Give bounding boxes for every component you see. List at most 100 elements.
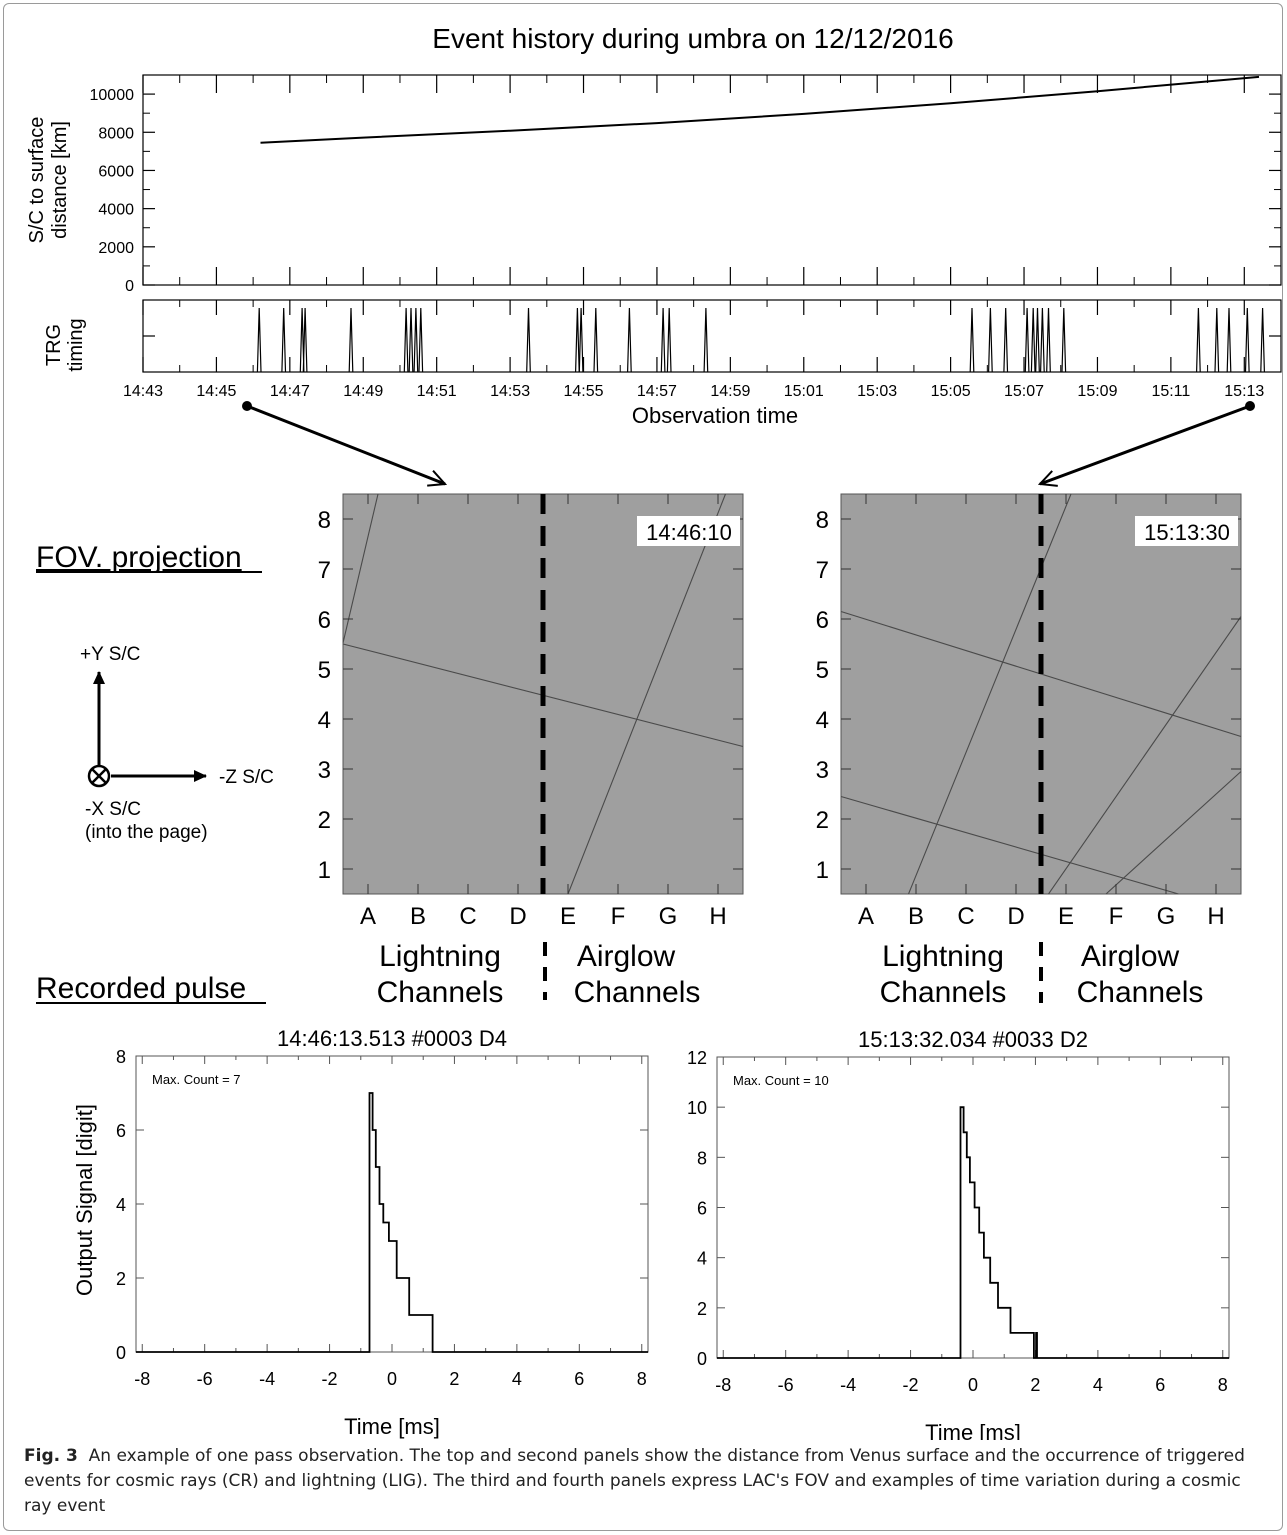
fov-left-panel: 1 2 3 4 5 6 7 8 A B C D E F G H 14:46:10 xyxy=(318,493,744,930)
fov-col-label: E xyxy=(560,903,576,930)
connector-arrows xyxy=(242,401,1255,484)
fov-row-label: 2 xyxy=(816,807,829,834)
fov-timestamp: 15:13:30 xyxy=(1144,520,1230,545)
trg-xtick-label: 15:09 xyxy=(1077,383,1117,400)
fov-projected-grid-line xyxy=(1105,771,1242,895)
pulse-ytick-label: 10 xyxy=(687,1098,707,1118)
right-airglow-line2: Channels xyxy=(1077,976,1204,1009)
fov-col-label: C xyxy=(459,903,476,930)
trg-event-spike xyxy=(281,307,287,373)
fov-col-label: F xyxy=(611,903,626,930)
fov-col-label: C xyxy=(957,903,974,930)
trg-event-spike xyxy=(1003,307,1009,373)
trg-xtick-label: 15:01 xyxy=(784,383,824,400)
trg-event-spike xyxy=(302,307,308,373)
distance-ylabel-line1: S/C to surface xyxy=(26,117,48,244)
pulse-xtick-label: -8 xyxy=(715,1375,731,1395)
trg-panel: TRG timing 14:43 14:45 14:47 14:49 14:51 14:5… xyxy=(43,299,1282,428)
pulse-xlabel: Time [ms] xyxy=(925,1420,1021,1440)
pulse-xtick-label: 2 xyxy=(1030,1375,1040,1395)
fov-projected-grid-line xyxy=(907,493,1072,895)
pulse-title: 14:46:13.513 #0003 D4 xyxy=(277,1026,507,1051)
pulse-xtick-label: -4 xyxy=(259,1369,275,1389)
distance-ytick-label: 0 xyxy=(125,278,134,295)
pulse-xtick-label: 6 xyxy=(574,1369,584,1389)
fov-timestamp: 14:46:10 xyxy=(646,520,732,545)
pulse-xtick-label: 8 xyxy=(1218,1375,1228,1395)
trg-event-spike xyxy=(413,307,419,373)
trg-event-spike xyxy=(969,307,975,373)
pulse-title: 15:13:32.034 #0033 D2 xyxy=(858,1027,1088,1052)
figure-canvas: Event history during umbra on 12/12/2016… xyxy=(26,23,1282,1440)
pulse-xlabel: Time [ms] xyxy=(344,1414,440,1439)
fov-row-label: 1 xyxy=(318,857,331,884)
pulse-xtick-label: 6 xyxy=(1155,1375,1165,1395)
fov-projected-grid-line xyxy=(342,493,379,644)
fov-col-label: H xyxy=(1207,903,1224,930)
fov-row-label: 5 xyxy=(318,657,331,684)
trg-event-spike xyxy=(526,307,531,373)
pulse-section-label: Recorded pulse xyxy=(36,972,246,1005)
fov-col-label: A xyxy=(360,903,376,930)
fov-col-label: F xyxy=(1109,903,1124,930)
fov-projected-grid-line xyxy=(840,795,1179,895)
pulse-ylabel: Output Signal [digit] xyxy=(72,1104,97,1296)
fov-col-label: E xyxy=(1058,903,1074,930)
fov-projected-grid-line xyxy=(567,493,727,895)
pulse-xtick-label: -6 xyxy=(778,1375,794,1395)
trg-xtick-label: 14:59 xyxy=(710,383,750,400)
trg-event-spike xyxy=(348,307,354,373)
pulse-ytick-label: 4 xyxy=(697,1249,707,1269)
distance-ytick-label: 10000 xyxy=(90,87,135,104)
pulse-xtick-label: -4 xyxy=(840,1375,856,1395)
trg-event-spike xyxy=(1046,307,1051,373)
minus-z-label: -Z S/C xyxy=(219,767,274,788)
fov-col-label: D xyxy=(1007,903,1024,930)
fov-row-label: 4 xyxy=(318,707,331,734)
distance-series-line xyxy=(260,75,1260,144)
trg-xtick-label: 14:53 xyxy=(490,383,530,400)
trg-event-spike xyxy=(408,307,414,373)
trg-event-spike xyxy=(575,307,580,373)
into-page-cross-stroke-2 xyxy=(91,768,107,784)
trg-xtick-label: 14:51 xyxy=(417,383,457,400)
pulse-xtick-label: 4 xyxy=(1093,1375,1103,1395)
trg-event-spike xyxy=(1260,307,1265,373)
fov-row-label: 3 xyxy=(318,757,331,784)
plus-y-label: +Y S/C xyxy=(80,644,140,665)
pulse-ytick-label: 2 xyxy=(116,1269,126,1289)
distance-plot-frame xyxy=(142,74,1282,286)
trg-xtick-label: 15:13 xyxy=(1224,383,1264,400)
trg-event-spike xyxy=(666,307,672,373)
fov-col-label: G xyxy=(1157,903,1176,930)
axes-legend: +Y S/C -Z S/C -X S/C (into the page) xyxy=(80,644,274,843)
fov-row-label: 6 xyxy=(816,607,829,634)
fov-timestamp-box xyxy=(637,516,740,546)
pulse-ytick-label: 0 xyxy=(116,1343,126,1363)
fov-row-label: 3 xyxy=(816,757,829,784)
trg-event-spike xyxy=(1214,307,1220,373)
trg-event-spike xyxy=(1040,307,1045,373)
trg-event-spike xyxy=(418,307,424,373)
trg-event-spike xyxy=(1061,307,1067,373)
fov-timestamp-box xyxy=(1135,516,1238,546)
figure-title: Event history during umbra on 12/12/2016 xyxy=(432,23,953,54)
trg-ylabel-line1: TRG xyxy=(43,324,65,366)
right-lightning-line1: Lightning xyxy=(882,940,1004,973)
pulse-ytick-label: 6 xyxy=(116,1121,126,1141)
pulse-max-count: Max. Count = 10 xyxy=(733,1073,829,1088)
fov-row-label: 1 xyxy=(816,857,829,884)
distance-ytick-label: 4000 xyxy=(98,202,134,219)
pulse-xtick-label: 8 xyxy=(637,1369,647,1389)
distance-panel: S/C to surface distance [km] 0 2000 4000 60… xyxy=(26,74,1282,295)
trg-event-spike xyxy=(593,307,599,373)
trg-plot-frame xyxy=(142,299,1282,373)
pulse-xtick-label: 2 xyxy=(449,1369,459,1389)
distance-ytick-label: 8000 xyxy=(98,125,134,142)
fov-row-label: 7 xyxy=(318,557,331,584)
channel-labels: Lightning Channels Airglow Channels Ligh… xyxy=(377,940,1204,1009)
fov-section-label: FOV. projection xyxy=(36,541,242,574)
fov-col-label: H xyxy=(709,903,726,930)
fov-col-label: A xyxy=(858,903,874,930)
pulse-signal-line xyxy=(136,1092,648,1353)
